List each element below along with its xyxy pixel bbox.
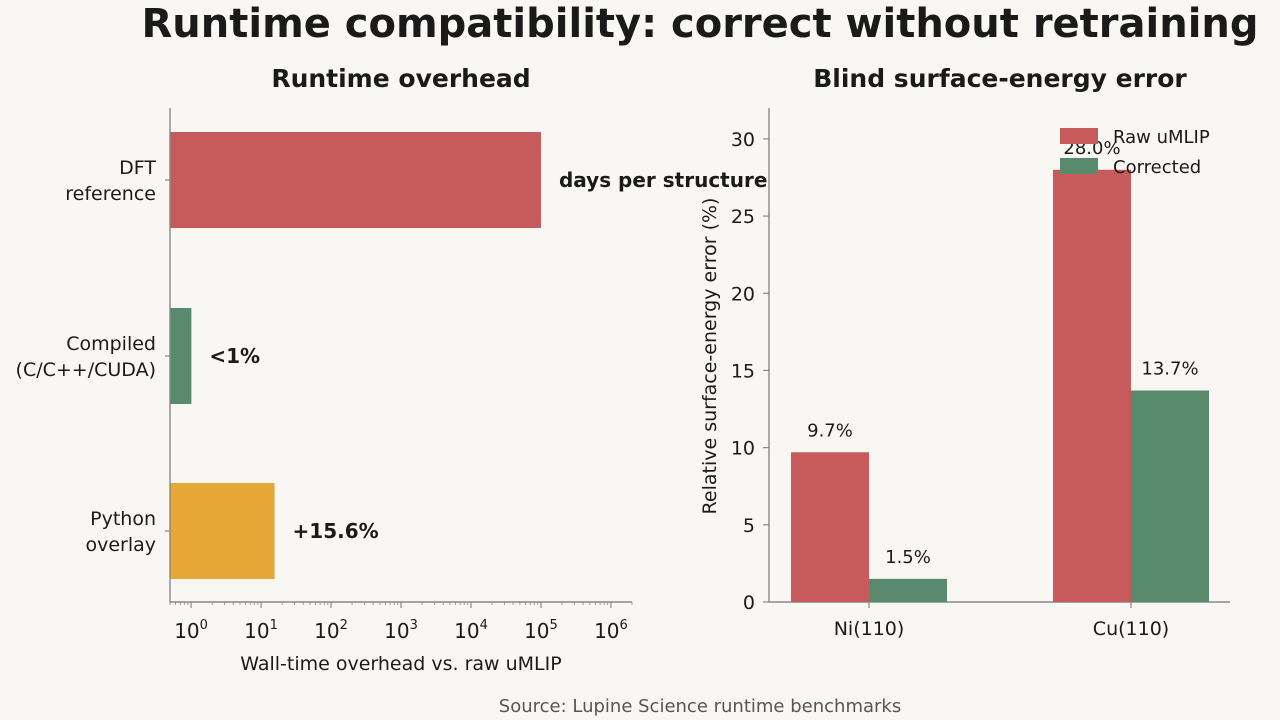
y-tick-label-line: (C/C++/CUDA): [16, 359, 156, 381]
x-tick-label: 101: [244, 618, 278, 643]
legend-swatch: [1060, 128, 1098, 144]
x-tick-label: 105: [524, 618, 558, 643]
x-tick-exponent: 0: [200, 618, 208, 633]
left-bar: [170, 483, 275, 579]
x-tick-label: 100: [174, 618, 208, 643]
y-tick-label-line: Python: [90, 508, 156, 530]
x-tick-base: 10: [174, 619, 199, 643]
bar-value-label: 1.5%: [885, 547, 931, 568]
x-tick-exponent: 6: [620, 618, 628, 633]
right-y-axis-label: Relative surface-energy error (%): [699, 198, 721, 515]
y-tick-label: 5: [743, 515, 755, 537]
x-tick-base: 10: [384, 619, 409, 643]
x-tick-label: 103: [384, 618, 418, 643]
y-tick-label: Python overlay: [85, 508, 156, 556]
right-bars: 9.7%28.0%1.5%13.7%: [791, 138, 1209, 602]
right-bar: [1131, 390, 1209, 602]
bar-value-label: 13.7%: [1141, 359, 1198, 380]
runtime-overhead-chart: Runtime overhead days per structure <1% +1…: [16, 64, 768, 675]
right-bar: [791, 452, 869, 602]
legend-swatch: [1060, 158, 1098, 174]
bar-annotation: <1%: [209, 344, 260, 368]
right-bar: [869, 578, 947, 602]
y-tick-label-line: DFT: [119, 157, 156, 179]
left-bar: [170, 308, 192, 404]
left-bar: [170, 132, 541, 228]
y-tick-label: 10: [731, 438, 755, 460]
surface-energy-error-chart: Blind surface-energy error 0 5 10 15 20 25 30 N…: [699, 64, 1230, 640]
bar-annotation: +15.6%: [293, 519, 379, 543]
x-tick-exponent: 2: [340, 618, 348, 633]
right-chart-title: Blind surface-energy error: [813, 64, 1187, 93]
source-note: Source: Lupine Science runtime benchmark…: [499, 696, 901, 717]
legend-label: Raw uMLIP: [1113, 127, 1210, 148]
left-bars: days per structure <1% +15.6%: [170, 132, 767, 579]
y-tick-label-line: overlay: [85, 534, 156, 556]
x-tick-exponent: 5: [550, 618, 558, 633]
x-tick-exponent: 1: [270, 618, 278, 633]
figure-title: Runtime compatibility: correct without r…: [141, 1, 1258, 47]
y-tick-label: DFT reference: [65, 157, 156, 205]
y-tick-label-line: reference: [65, 183, 156, 205]
x-tick-label: 104: [454, 618, 488, 643]
x-tick-label: 106: [594, 618, 628, 643]
y-tick-label: 30: [731, 129, 755, 151]
left-x-axis-label: Wall-time overhead vs. raw uMLIP: [240, 653, 561, 675]
y-tick-label: Compiled (C/C++/CUDA): [16, 333, 156, 381]
right-bar: [1053, 169, 1131, 602]
x-tick-base: 10: [244, 619, 269, 643]
x-tick-label: 102: [314, 618, 348, 643]
y-tick-label: 15: [731, 360, 755, 382]
bar-value-label: 9.7%: [807, 420, 853, 441]
x-tick-exponent: 3: [410, 618, 418, 633]
x-tick-label: Cu(110): [1093, 618, 1169, 640]
y-tick-label-line: Compiled: [66, 333, 156, 355]
x-tick-base: 10: [314, 619, 339, 643]
x-tick-exponent: 4: [480, 618, 488, 633]
x-tick-base: 10: [524, 619, 549, 643]
y-tick-label: 20: [731, 283, 755, 305]
y-tick-label: 25: [731, 206, 755, 228]
bar-annotation: days per structure: [559, 168, 767, 192]
x-tick-label: Ni(110): [834, 618, 905, 640]
legend: Raw uMLIP Corrected: [1060, 127, 1210, 178]
y-tick-label: 0: [743, 592, 755, 614]
x-tick-base: 10: [594, 619, 619, 643]
left-axes: DFT reference Compiled (C/C++/CUDA) Python ov…: [16, 108, 633, 643]
legend-label: Corrected: [1113, 157, 1201, 178]
left-chart-title: Runtime overhead: [271, 64, 530, 93]
x-tick-base: 10: [454, 619, 479, 643]
